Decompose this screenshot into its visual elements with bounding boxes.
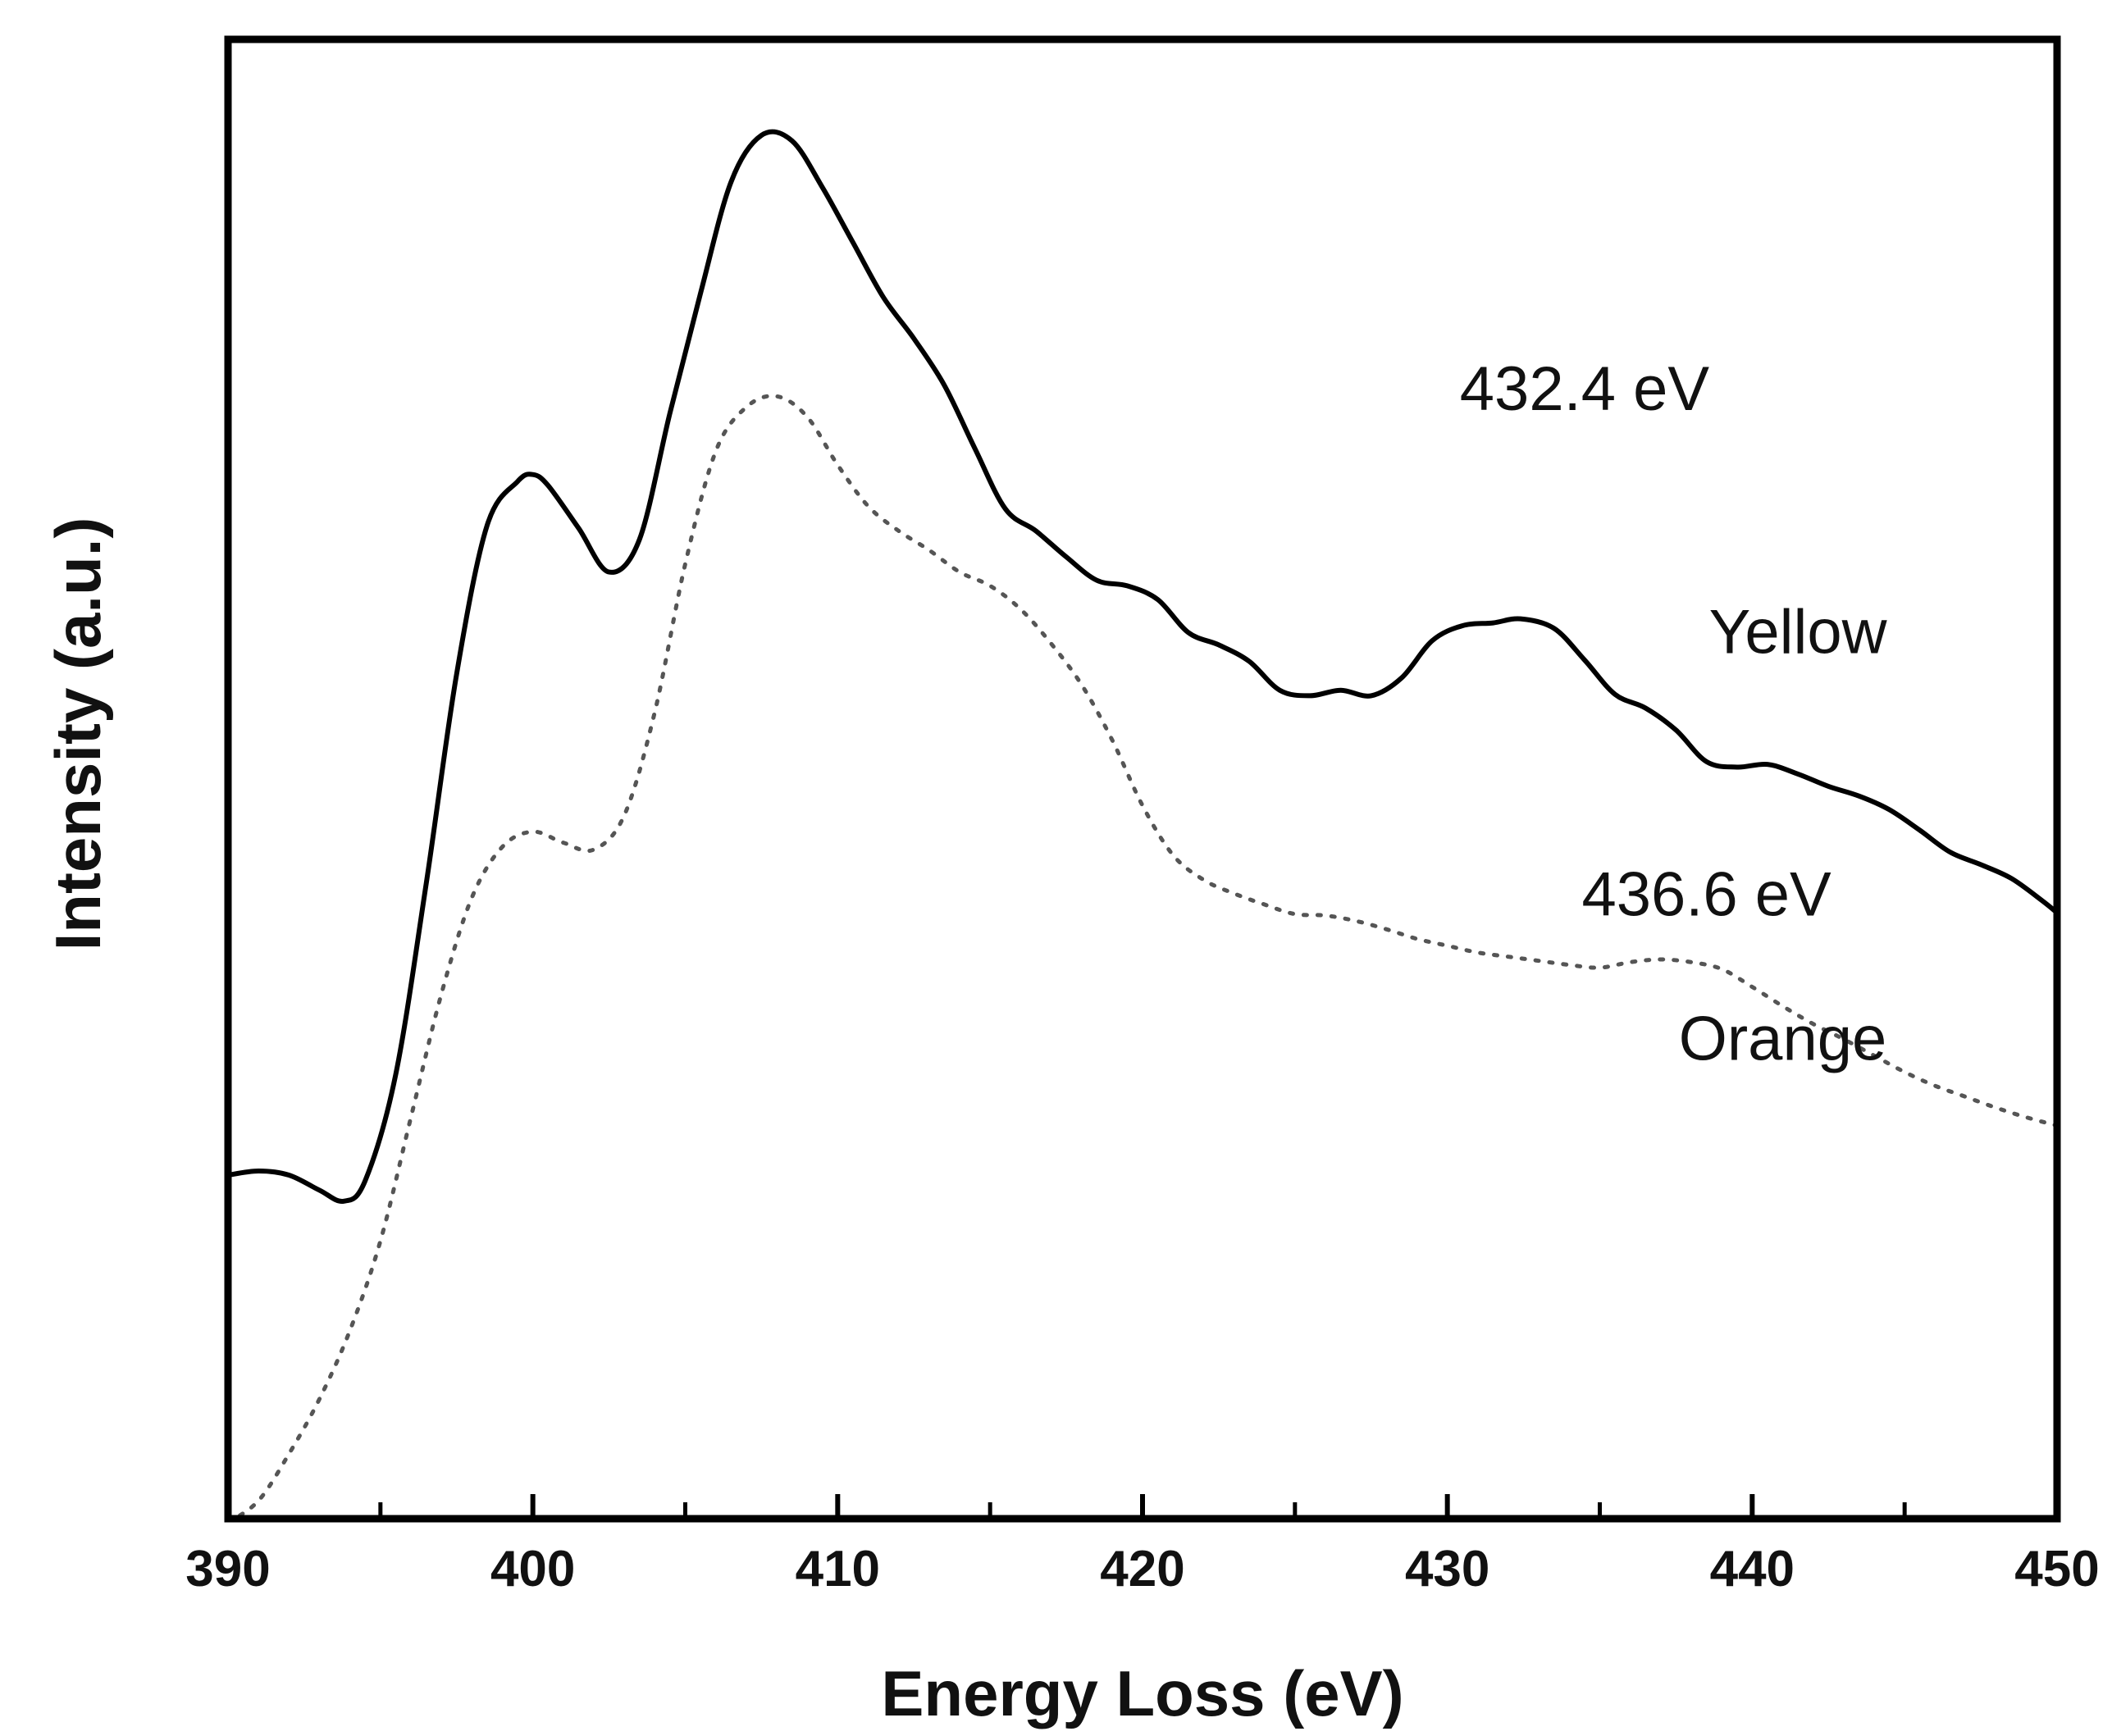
x-axis-title: Energy Loss (eV) <box>881 1657 1403 1729</box>
annotation-label: Yellow <box>1709 597 1888 667</box>
annotation-label: Orange <box>1679 1004 1887 1073</box>
annotation-label: 432.4 eV <box>1460 354 1710 424</box>
x-tick-label: 430 <box>1405 1541 1489 1597</box>
x-tick-label: 390 <box>185 1541 270 1597</box>
series-line-orange <box>230 394 2057 1519</box>
x-tick-label: 450 <box>2014 1541 2099 1597</box>
y-axis-title: Intensity (a.u.) <box>42 517 114 951</box>
x-axis-ticks: 390 400 410 420 430 440 450 <box>185 1494 2100 1597</box>
x-tick-label: 400 <box>490 1541 575 1597</box>
annotation-label: 436.6 eV <box>1581 859 1831 929</box>
series-layer <box>228 129 2057 1519</box>
x-tick-label: 410 <box>796 1541 880 1597</box>
annotations-layer: 432.4 eV Yellow 436.6 eV Orange <box>1460 354 1888 1073</box>
series-line-yellow <box>228 129 2057 1205</box>
x-tick-label: 420 <box>1100 1541 1184 1597</box>
x-tick-label: 440 <box>1710 1541 1795 1597</box>
